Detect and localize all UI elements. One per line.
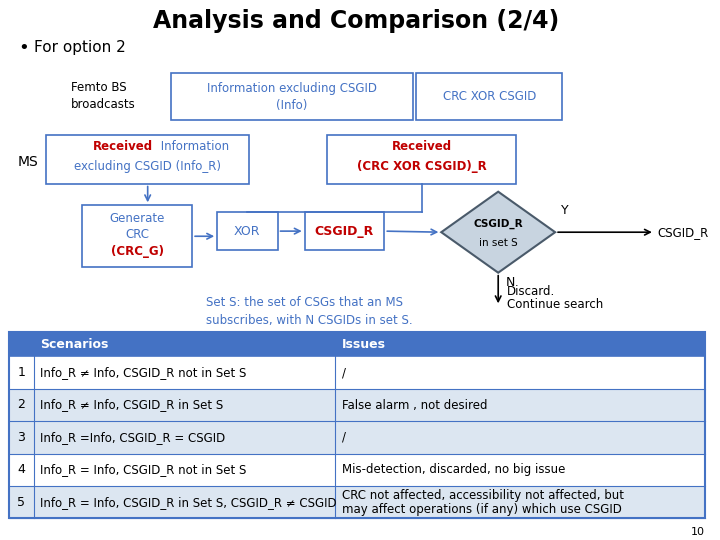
Text: For option 2: For option 2 [34,40,126,55]
Text: Received: Received [392,140,451,153]
FancyBboxPatch shape [46,135,249,184]
Text: Received: Received [93,140,153,153]
Text: Analysis and Comparison (2/4): Analysis and Comparison (2/4) [153,9,559,32]
Text: Info_R = Info, CSGID_R not in Set S: Info_R = Info, CSGID_R not in Set S [40,463,246,476]
FancyBboxPatch shape [9,332,705,356]
FancyBboxPatch shape [9,389,705,421]
Text: Y: Y [561,204,569,217]
Text: in set S: in set S [479,238,518,248]
Text: Continue search: Continue search [507,298,603,310]
Text: 10: 10 [690,527,705,537]
Text: Information: Information [156,140,229,153]
Text: •: • [18,38,29,57]
Text: CRC: CRC [125,228,149,241]
FancyBboxPatch shape [305,212,384,250]
FancyBboxPatch shape [9,421,705,454]
Text: may affect operations (if any) which use CSGID: may affect operations (if any) which use… [341,503,621,516]
FancyBboxPatch shape [171,73,413,120]
Text: Mis-detection, discarded, no big issue: Mis-detection, discarded, no big issue [341,463,565,476]
Text: excluding CSGID (Info_R): excluding CSGID (Info_R) [74,160,221,173]
Text: /: / [341,431,346,444]
Text: XOR: XOR [234,225,261,238]
Text: (CRC XOR CSGID)_R: (CRC XOR CSGID)_R [357,160,487,173]
Text: 2: 2 [17,399,25,411]
FancyBboxPatch shape [328,135,516,184]
Text: Generate: Generate [109,212,165,225]
FancyBboxPatch shape [217,212,278,250]
Text: Info_R =Info, CSGID_R = CSGID: Info_R =Info, CSGID_R = CSGID [40,431,225,444]
FancyBboxPatch shape [9,356,705,389]
Text: 1: 1 [17,366,25,379]
Polygon shape [441,192,555,273]
Text: 5: 5 [17,496,25,509]
Text: Femto BS
broadcasts: Femto BS broadcasts [71,81,136,111]
FancyBboxPatch shape [416,73,562,120]
FancyBboxPatch shape [9,486,705,518]
Text: Issues: Issues [341,338,386,351]
FancyBboxPatch shape [9,454,705,486]
Text: (CRC_G): (CRC_G) [110,245,163,258]
Text: Info_R ≠ Info, CSGID_R in Set S: Info_R ≠ Info, CSGID_R in Set S [40,399,223,411]
Text: False alarm , not desired: False alarm , not desired [341,399,487,411]
Text: /: / [341,366,346,379]
Text: Scenarios: Scenarios [40,338,108,351]
Text: CSGID_R: CSGID_R [657,226,708,239]
Text: 4: 4 [17,463,25,476]
FancyBboxPatch shape [82,205,192,267]
Text: MS: MS [18,155,39,169]
Text: Information excluding CSGID
(Info): Information excluding CSGID (Info) [207,82,377,112]
Text: Info_R = Info, CSGID_R in Set S, CSGID_R ≠ CSGID: Info_R = Info, CSGID_R in Set S, CSGID_R… [40,496,336,509]
Text: CRC XOR CSGID: CRC XOR CSGID [443,90,536,103]
Text: CRC not affected, accessibility not affected, but: CRC not affected, accessibility not affe… [341,489,624,502]
Text: N: N [505,276,515,289]
Text: Set S: the set of CSGs that an MS
subscribes, with N CSGIDs in set S.: Set S: the set of CSGs that an MS subscr… [207,296,413,327]
Text: Info_R ≠ Info, CSGID_R not in Set S: Info_R ≠ Info, CSGID_R not in Set S [40,366,246,379]
Text: 3: 3 [17,431,25,444]
Text: CSGID_R: CSGID_R [473,219,523,230]
Text: Discard.: Discard. [507,285,555,298]
Text: CSGID_R: CSGID_R [315,225,374,238]
